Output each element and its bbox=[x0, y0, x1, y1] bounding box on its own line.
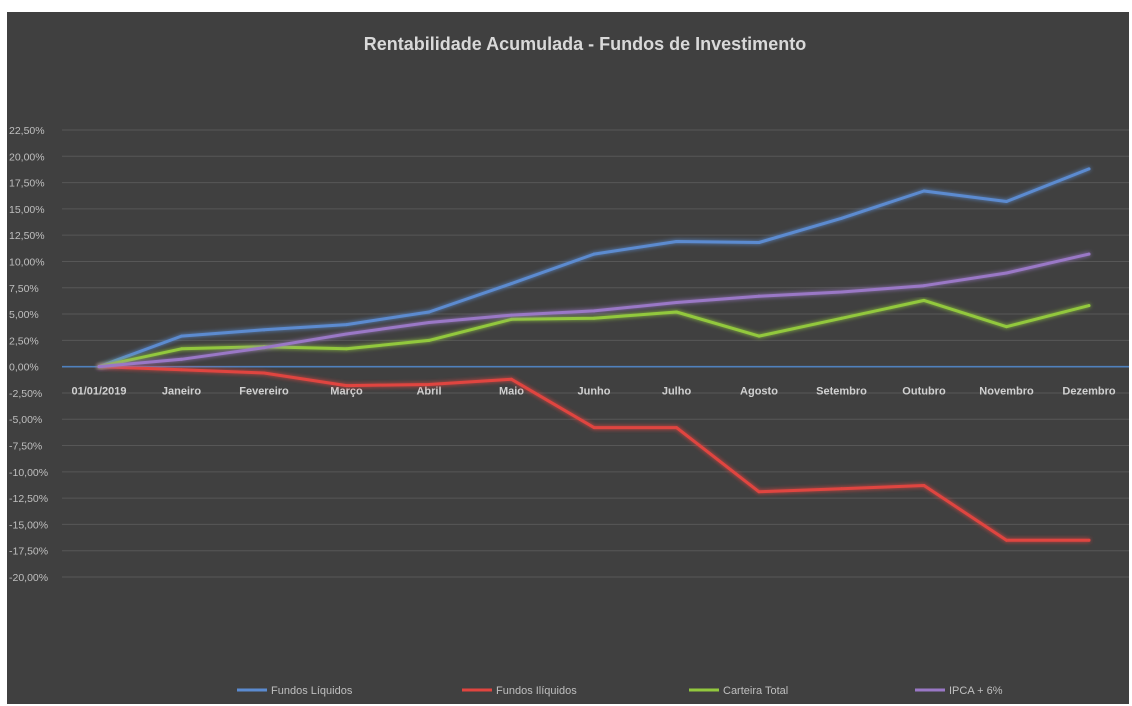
data-point bbox=[180, 334, 183, 338]
data-point bbox=[840, 216, 843, 220]
data-point bbox=[1005, 538, 1008, 542]
data-point bbox=[592, 316, 596, 320]
data-point bbox=[427, 320, 431, 324]
legend-label: IPCA + 6% bbox=[949, 685, 1003, 697]
data-point bbox=[675, 426, 678, 430]
data-point bbox=[262, 328, 266, 332]
data-point bbox=[757, 294, 761, 298]
y-tick-label: 22,50% bbox=[9, 125, 45, 137]
data-point bbox=[757, 490, 761, 494]
data-point bbox=[427, 383, 431, 387]
data-point bbox=[757, 241, 761, 245]
x-category-label: Janeiro bbox=[162, 386, 201, 398]
y-tick-label: 17,50% bbox=[9, 178, 45, 190]
data-point bbox=[262, 371, 266, 375]
data-point bbox=[1087, 538, 1091, 542]
data-point bbox=[427, 338, 431, 342]
data-point bbox=[675, 310, 678, 314]
y-tick-label: 0,00% bbox=[9, 362, 39, 374]
chart-panel: Rentabilidade Acumulada - Fundos de Inve… bbox=[7, 12, 1129, 704]
x-category-label: Novembro bbox=[979, 386, 1034, 398]
data-point bbox=[922, 189, 926, 193]
data-point bbox=[510, 377, 513, 381]
y-tick-label: -20,00% bbox=[9, 572, 48, 584]
data-point bbox=[510, 317, 513, 321]
data-point bbox=[97, 365, 101, 369]
y-tick-label: 5,00% bbox=[9, 309, 39, 321]
y-tick-label: -5,00% bbox=[9, 414, 42, 426]
x-category-label: 01/01/2019 bbox=[71, 386, 126, 398]
y-tick-label: -17,50% bbox=[9, 546, 48, 558]
data-point bbox=[180, 357, 183, 361]
x-axis-categories: 01/01/2019 Janeiro Fevereiro Março Abril Maio… bbox=[71, 386, 1115, 398]
x-category-label: Setembro bbox=[816, 386, 867, 398]
data-point bbox=[510, 282, 513, 286]
data-point bbox=[1087, 252, 1091, 256]
data-point bbox=[757, 334, 761, 338]
x-category-label: Dezembro bbox=[1062, 386, 1115, 398]
data-point bbox=[345, 323, 348, 327]
y-tick-label: 2,50% bbox=[9, 335, 39, 347]
data-point bbox=[1005, 200, 1008, 204]
data-point bbox=[922, 284, 926, 288]
y-axis-ticks: 22,50% 20,00% 17,50% 15,00% 12,50% 10,00% 7,50… bbox=[9, 125, 48, 584]
y-tick-label: -2,50% bbox=[9, 388, 42, 400]
legend: Fundos Líquidos Fundos Ilíquidos Carteira … bbox=[237, 685, 1003, 697]
x-category-label: Junho bbox=[578, 386, 611, 398]
data-point bbox=[262, 346, 266, 350]
y-tick-label: 20,00% bbox=[9, 151, 45, 163]
legend-label: Carteira Total bbox=[723, 685, 788, 697]
data-point bbox=[510, 313, 513, 317]
legend-label: Fundos Líquidos bbox=[271, 685, 353, 697]
x-category-label: Fevereiro bbox=[239, 386, 289, 398]
data-point bbox=[1087, 167, 1091, 171]
y-tick-label: 7,50% bbox=[9, 283, 39, 295]
x-category-label: Outubro bbox=[902, 386, 946, 398]
x-category-label: Agosto bbox=[740, 386, 778, 398]
data-point bbox=[1005, 271, 1008, 275]
x-category-label: Abril bbox=[416, 386, 441, 398]
y-tick-label: -10,00% bbox=[9, 467, 48, 479]
data-point bbox=[345, 347, 348, 351]
data-point bbox=[345, 384, 348, 388]
series-layer bbox=[97, 167, 1091, 542]
x-category-label: Julho bbox=[662, 386, 692, 398]
data-point bbox=[840, 316, 843, 320]
y-tick-label: 12,50% bbox=[9, 230, 45, 242]
data-point bbox=[840, 290, 843, 294]
data-point bbox=[345, 332, 348, 336]
data-point bbox=[675, 300, 678, 304]
y-tick-label: -15,00% bbox=[9, 519, 48, 531]
data-point bbox=[1087, 304, 1091, 308]
data-point bbox=[427, 310, 431, 314]
y-tick-label: -12,50% bbox=[9, 493, 48, 505]
chart-svg: Rentabilidade Acumulada - Fundos de Inve… bbox=[9, 34, 1129, 697]
x-category-label: Maio bbox=[499, 386, 524, 398]
x-category-label: Março bbox=[330, 386, 363, 398]
y-tick-label: 10,00% bbox=[9, 256, 45, 268]
data-point bbox=[922, 298, 926, 302]
data-point bbox=[1005, 325, 1008, 329]
y-tick-label: 15,00% bbox=[9, 204, 45, 216]
grid-layer bbox=[62, 129, 1129, 578]
data-point bbox=[592, 252, 596, 256]
data-point bbox=[592, 426, 596, 430]
data-point bbox=[840, 487, 843, 491]
legend-label: Fundos Ilíquidos bbox=[496, 685, 577, 697]
data-point bbox=[180, 368, 183, 372]
chart-title: Rentabilidade Acumulada - Fundos de Inve… bbox=[364, 34, 806, 54]
data-point bbox=[592, 309, 596, 313]
series-line-0 bbox=[97, 167, 1091, 369]
data-point bbox=[675, 239, 678, 243]
data-point bbox=[922, 483, 926, 487]
data-point bbox=[180, 347, 183, 351]
y-tick-label: -7,50% bbox=[9, 441, 42, 453]
